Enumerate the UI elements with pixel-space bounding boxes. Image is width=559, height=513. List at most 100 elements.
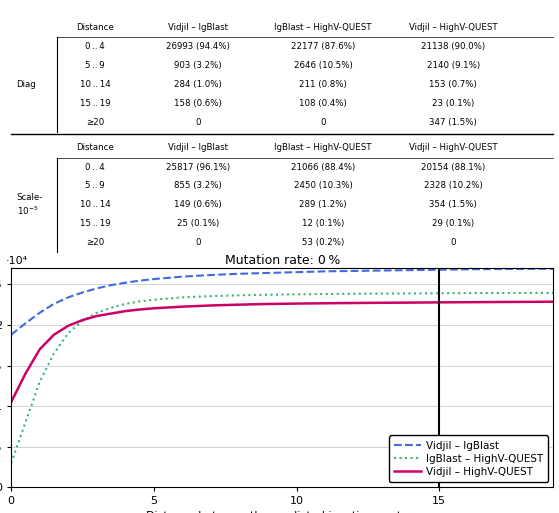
Vidjil – IgBlast: [522, 266, 528, 272]
Vidjil – IgBlast: [136, 278, 143, 284]
Text: 354 (1.5%): 354 (1.5%): [429, 201, 477, 209]
Text: 21138 (90.0%): 21138 (90.0%): [421, 42, 485, 51]
Vidjil – IgBlast: [36, 310, 43, 316]
Text: Vidjil – HighV-QUEST: Vidjil – HighV-QUEST: [409, 23, 498, 32]
Text: 20154 (88.1%): 20154 (88.1%): [421, 163, 485, 172]
IgBlast – HighV-QUEST: [136, 298, 143, 304]
IgBlast – HighV-QUEST: [79, 318, 86, 324]
Vidjil – IgBlast: [65, 294, 72, 301]
IgBlast – HighV-QUEST: [493, 290, 500, 296]
Vidjil – HighV-QUEST: [264, 301, 271, 307]
Text: ≥20: ≥20: [86, 238, 105, 247]
Vidjil – IgBlast: [264, 270, 271, 276]
IgBlast – HighV-QUEST: [436, 290, 443, 297]
Vidjil – IgBlast: [293, 269, 300, 275]
Vidjil – HighV-QUEST: [522, 299, 528, 305]
Vidjil – HighV-QUEST: [65, 323, 72, 329]
Text: Vidjil – HighV-QUEST: Vidjil – HighV-QUEST: [409, 144, 498, 152]
IgBlast – HighV-QUEST: [65, 330, 72, 336]
Text: 26993 (94.4%): 26993 (94.4%): [167, 42, 230, 51]
Vidjil – HighV-QUEST: [493, 299, 500, 305]
Vidjil – HighV-QUEST: [436, 299, 443, 305]
Text: 2140 (9.1%): 2140 (9.1%): [427, 61, 480, 70]
IgBlast – HighV-QUEST: [322, 291, 329, 297]
Text: 0: 0: [320, 117, 326, 127]
IgBlast – HighV-QUEST: [51, 350, 58, 357]
IgBlast – HighV-QUEST: [93, 310, 100, 316]
Vidjil – IgBlast: [493, 266, 500, 272]
IgBlast – HighV-QUEST: [8, 460, 15, 466]
Vidjil – HighV-QUEST: [51, 331, 58, 338]
Vidjil – IgBlast: [108, 282, 115, 288]
Text: 22177 (87.6%): 22177 (87.6%): [291, 42, 355, 51]
Text: 12 (0.1%): 12 (0.1%): [302, 219, 344, 228]
Title: Mutation rate: 0 %: Mutation rate: 0 %: [225, 254, 340, 267]
Vidjil – IgBlast: [79, 289, 86, 295]
Text: 0: 0: [196, 117, 201, 127]
Text: Distance: Distance: [77, 144, 114, 152]
IgBlast – HighV-QUEST: [350, 291, 357, 297]
Text: 2450 (10.3%): 2450 (10.3%): [293, 182, 352, 190]
Text: 855 (3.2%): 855 (3.2%): [174, 182, 222, 190]
Text: 347 (1.5%): 347 (1.5%): [429, 117, 477, 127]
Vidjil – HighV-QUEST: [22, 370, 29, 377]
Text: 15 .. 19: 15 .. 19: [80, 219, 111, 228]
Text: 149 (0.6%): 149 (0.6%): [174, 201, 222, 209]
IgBlast – HighV-QUEST: [122, 301, 129, 307]
Text: 153 (0.7%): 153 (0.7%): [429, 80, 477, 89]
Vidjil – HighV-QUEST: [136, 306, 143, 312]
IgBlast – HighV-QUEST: [22, 419, 29, 425]
Vidjil – IgBlast: [122, 280, 129, 286]
Vidjil – IgBlast: [465, 266, 471, 272]
Vidjil – HighV-QUEST: [8, 399, 15, 405]
IgBlast – HighV-QUEST: [108, 305, 115, 311]
IgBlast – HighV-QUEST: [522, 290, 528, 296]
IgBlast – HighV-QUEST: [179, 294, 186, 301]
Text: 0 .. 4: 0 .. 4: [86, 42, 105, 51]
Text: Diag: Diag: [17, 80, 36, 89]
Text: 29 (0.1%): 29 (0.1%): [432, 219, 474, 228]
Text: ·10⁴: ·10⁴: [6, 256, 28, 266]
Vidjil – IgBlast: [22, 320, 29, 326]
IgBlast – HighV-QUEST: [408, 290, 414, 297]
Text: 0 .. 4: 0 .. 4: [86, 163, 105, 172]
Vidjil – HighV-QUEST: [150, 305, 157, 311]
Text: 23 (0.1%): 23 (0.1%): [432, 99, 474, 108]
Text: 903 (3.2%): 903 (3.2%): [174, 61, 222, 70]
Text: 15 .. 19: 15 .. 19: [80, 99, 111, 108]
Text: 53 (0.2%): 53 (0.2%): [302, 238, 344, 247]
Vidjil – IgBlast: [550, 266, 557, 272]
Text: 2646 (10.5%): 2646 (10.5%): [293, 61, 352, 70]
Vidjil – HighV-QUEST: [408, 300, 414, 306]
X-axis label: Distance between the predicted junction centers: Distance between the predicted junction …: [146, 510, 419, 513]
Vidjil – IgBlast: [93, 285, 100, 291]
Vidjil – IgBlast: [322, 268, 329, 274]
Vidjil – HighV-QUEST: [207, 302, 214, 308]
Vidjil – IgBlast: [408, 267, 414, 273]
Text: Scale-
$10^{-5}$: Scale- $10^{-5}$: [17, 193, 43, 216]
IgBlast – HighV-QUEST: [550, 290, 557, 296]
Vidjil – HighV-QUEST: [293, 301, 300, 307]
Text: Distance: Distance: [77, 23, 114, 32]
Vidjil – HighV-QUEST: [465, 299, 471, 305]
Vidjil – HighV-QUEST: [93, 313, 100, 319]
Legend: Vidjil – IgBlast, IgBlast – HighV-QUEST, Vidjil – HighV-QUEST: Vidjil – IgBlast, IgBlast – HighV-QUEST,…: [389, 436, 548, 482]
Line: Vidjil – HighV-QUEST: Vidjil – HighV-QUEST: [11, 302, 553, 402]
Vidjil – HighV-QUEST: [550, 299, 557, 305]
Text: 25 (0.1%): 25 (0.1%): [177, 219, 219, 228]
IgBlast – HighV-QUEST: [236, 292, 243, 299]
Vidjil – IgBlast: [150, 276, 157, 282]
Text: 21066 (88.4%): 21066 (88.4%): [291, 163, 355, 172]
Text: 10 .. 14: 10 .. 14: [80, 80, 111, 89]
IgBlast – HighV-QUEST: [293, 291, 300, 298]
Vidjil – IgBlast: [436, 267, 443, 273]
Vidjil – HighV-QUEST: [322, 300, 329, 306]
IgBlast – HighV-QUEST: [36, 379, 43, 385]
Vidjil – HighV-QUEST: [179, 304, 186, 310]
Text: ≥20: ≥20: [86, 117, 105, 127]
Line: Vidjil – IgBlast: Vidjil – IgBlast: [11, 269, 553, 334]
Text: IgBlast – HighV-QUEST: IgBlast – HighV-QUEST: [274, 144, 372, 152]
Text: 289 (1.2%): 289 (1.2%): [299, 201, 347, 209]
Vidjil – IgBlast: [51, 301, 58, 307]
Vidjil – HighV-QUEST: [108, 310, 115, 317]
